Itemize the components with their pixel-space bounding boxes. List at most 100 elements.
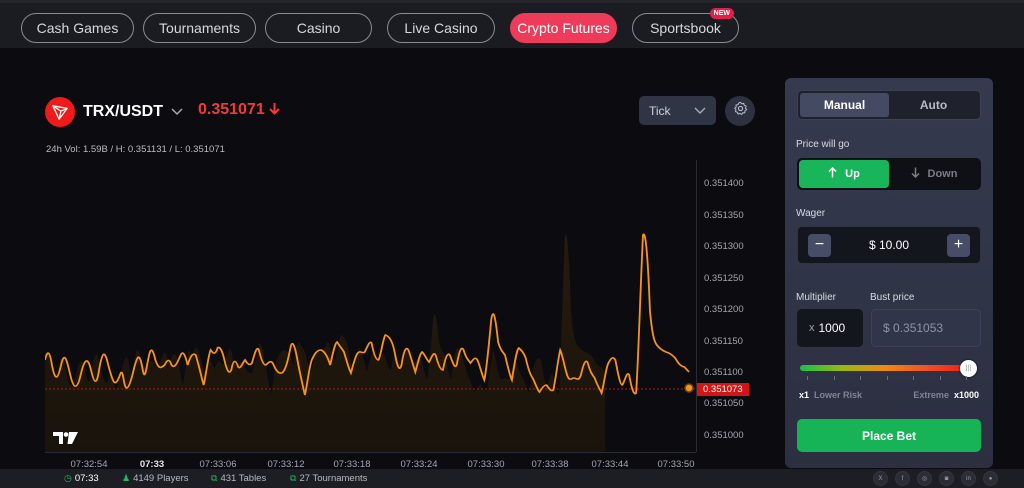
- clock-icon: ◷: [64, 473, 72, 483]
- y-tick: 0.351350: [704, 210, 744, 221]
- tab-label: Cash Games: [36, 20, 119, 36]
- down-button[interactable]: Down: [889, 160, 979, 188]
- tab-label: Tournaments: [159, 20, 240, 36]
- tab-label: Crypto Futures: [517, 20, 610, 36]
- chart-type-select[interactable]: Tick: [639, 96, 716, 125]
- players-text: 4149 Players: [133, 473, 189, 484]
- bet-panel: Manual Auto Price will go Up Down Wager …: [785, 78, 993, 468]
- x-tick: 07:33:38: [531, 459, 569, 470]
- down-label: Down: [927, 168, 958, 180]
- x-tick: 07:33:50: [657, 459, 695, 470]
- arrow-down-icon: [910, 167, 920, 181]
- tables-count: ⧉ 431 Tables: [211, 473, 266, 484]
- price-value: 0.351071: [198, 101, 265, 118]
- x-tick: 07:33:44: [591, 459, 629, 470]
- reddit-icon[interactable]: ●: [983, 471, 998, 486]
- plus-icon: +: [953, 236, 964, 253]
- y-tick: 0.351000: [704, 430, 744, 441]
- facebook-icon[interactable]: f: [895, 471, 910, 486]
- gear-icon: [733, 101, 748, 121]
- y-axis-line: [696, 160, 697, 452]
- tradingview-logo-icon: [52, 431, 79, 450]
- current-price: 0.351071: [198, 101, 280, 119]
- social-links: X f ◎ ◙ in ●: [873, 471, 998, 486]
- pair-selector[interactable]: TRX/USDT: [45, 97, 183, 127]
- risk-min: x1: [799, 390, 810, 400]
- x-tick: 07:32:54: [70, 459, 108, 470]
- x-tick: 07:33: [139, 459, 165, 470]
- wager-value: $ 10.00: [868, 238, 910, 252]
- tables-icon: ⧉: [211, 473, 218, 483]
- chevron-down-icon: [171, 105, 183, 119]
- arrow-down-icon: [269, 101, 280, 118]
- current-point-marker: [684, 383, 694, 393]
- top-navigation: Cash Games Tournaments Casino Live Casin…: [0, 0, 1024, 48]
- clock-time: 07:33: [74, 473, 99, 484]
- linkedin-icon[interactable]: in: [961, 471, 976, 486]
- x-axis-line: [45, 452, 696, 453]
- direction-toggle: Up Down: [797, 158, 981, 190]
- y-tick: 0.351400: [704, 178, 744, 189]
- up-label: Up: [845, 168, 860, 180]
- discord-icon[interactable]: ◙: [939, 471, 954, 486]
- wager-input[interactable]: − $ 10.00 +: [797, 226, 981, 264]
- instagram-icon[interactable]: ◎: [917, 471, 932, 486]
- pair-name: TRX/USDT: [83, 103, 163, 120]
- wager-label: Wager: [796, 208, 826, 219]
- price-chart[interactable]: [45, 160, 695, 452]
- risk-labels: x1 Lower Risk Extreme x1000: [799, 390, 979, 400]
- tab-casino[interactable]: Casino: [265, 13, 372, 43]
- risk-min-label: Lower Risk: [814, 390, 863, 400]
- tab-label: Sportsbook: [650, 20, 721, 36]
- multiplier-prefix: x: [809, 322, 815, 334]
- multiplier-value: 1000: [818, 321, 846, 335]
- tab-manual[interactable]: Manual: [800, 93, 889, 117]
- decrease-wager-button[interactable]: −: [808, 233, 831, 257]
- tab-crypto-futures[interactable]: Crypto Futures: [510, 13, 617, 43]
- y-tick: 0.351150: [704, 336, 743, 347]
- x-icon[interactable]: X: [873, 471, 888, 486]
- risk-max: x1000: [953, 390, 979, 400]
- chart-settings-button[interactable]: [725, 96, 755, 126]
- y-tick: 0.351300: [704, 241, 744, 252]
- bust-price-label: Bust price: [870, 292, 915, 303]
- chevron-down-icon: [694, 104, 706, 118]
- y-tick: 0.351050: [704, 398, 744, 409]
- multiplier-input[interactable]: x 1000: [797, 309, 863, 347]
- players-count: ♟ 4149 Players: [122, 473, 189, 484]
- x-tick: 07:33:24: [400, 459, 438, 470]
- new-badge: NEW: [709, 8, 734, 19]
- risk-slider[interactable]: [800, 365, 970, 371]
- slider-ticks: [807, 376, 967, 380]
- clock: ◷ 07:33: [64, 473, 99, 484]
- minus-icon: −: [814, 236, 825, 253]
- mode-toggle: Manual Auto: [797, 90, 981, 120]
- increase-wager-button[interactable]: +: [946, 233, 970, 257]
- tab-tournaments[interactable]: Tournaments: [143, 13, 256, 43]
- up-button[interactable]: Up: [799, 160, 889, 188]
- y-tick: 0.351200: [704, 304, 744, 315]
- tournaments-icon: ⧉: [290, 473, 297, 483]
- place-bet-button[interactable]: Place Bet: [797, 419, 981, 452]
- direction-label: Price will go: [796, 139, 850, 150]
- tab-sportsbook[interactable]: Sportsbook NEW: [632, 8, 739, 43]
- tab-label: Live Casino: [404, 20, 478, 36]
- tab-live-casino[interactable]: Live Casino: [387, 13, 495, 43]
- tables-text: 431 Tables: [220, 473, 267, 484]
- tab-cash-games[interactable]: Cash Games: [21, 13, 134, 43]
- arrow-up-icon: [828, 166, 837, 181]
- tournaments-count: ⧉ 27 Tournaments: [290, 473, 367, 484]
- x-tick: 07:33:18: [333, 459, 371, 470]
- multiplier-label: Multiplier: [796, 292, 837, 303]
- tab-label: Casino: [296, 20, 341, 36]
- tab-auto[interactable]: Auto: [919, 98, 948, 112]
- tron-logo-icon: [45, 97, 75, 127]
- player-icon: ♟: [122, 473, 131, 483]
- x-tick: 07:33:06: [199, 459, 237, 470]
- x-tick: 07:33:30: [467, 459, 505, 470]
- tournaments-text: 27 Tournaments: [299, 473, 368, 484]
- bust-price-field: $ 0.351053: [871, 309, 981, 347]
- x-tick: 07:33:12: [267, 459, 305, 470]
- risk-slider-handle[interactable]: |||: [960, 360, 977, 377]
- current-price-tag: 0.351073: [697, 383, 749, 396]
